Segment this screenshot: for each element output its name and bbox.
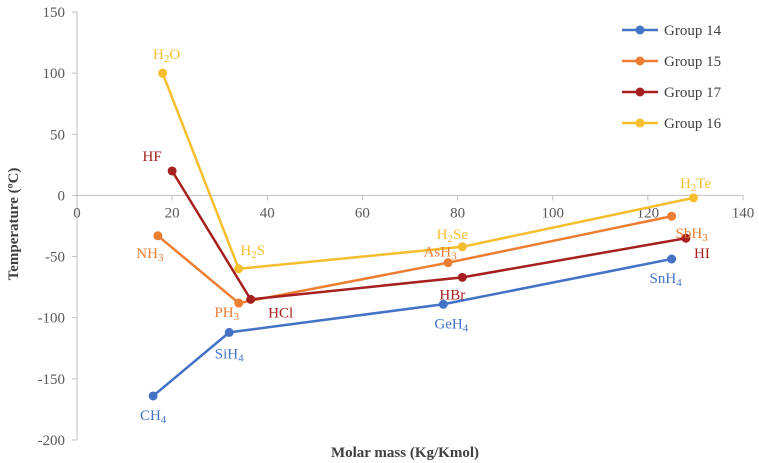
legend-swatch-marker [635, 87, 645, 97]
data-point [167, 166, 177, 176]
data-label: H2Se [437, 227, 469, 245]
x-tick-label: 140 [732, 205, 755, 221]
legend-item: Group 16 [622, 116, 722, 132]
y-tick-label: -50 [45, 250, 65, 266]
x-tick-label: 20 [165, 205, 180, 221]
series-group-17 [167, 166, 691, 304]
legend-label: Group 15 [664, 54, 721, 70]
series-line [157, 214, 672, 305]
data-point [234, 264, 244, 274]
x-tick-label: 60 [355, 205, 370, 221]
data-label: HF [143, 149, 162, 165]
x-tick-label: 40 [260, 205, 275, 221]
data-point [246, 294, 256, 304]
data-point [234, 298, 244, 308]
data-point [158, 68, 168, 78]
data-point [689, 193, 699, 203]
data-label: GeH4 [434, 316, 468, 334]
x-tick-label: 0 [73, 205, 81, 221]
data-label: AsH3 [424, 245, 458, 263]
tick-labels: 0 20 40 60 80 100 120 140150100500-50-100-150-2… [38, 5, 755, 449]
legend-item: Group 17 [622, 85, 722, 101]
chart-axes [72, 11, 744, 441]
series-line [161, 72, 694, 271]
legend-label: Group 16 [664, 116, 722, 132]
data-label: NH3 [136, 246, 164, 264]
data-label: H2S [240, 243, 265, 261]
legend-item: Group 14 [622, 23, 722, 39]
x-axis-title: Molar mass (Kg/Kmol) [331, 445, 479, 461]
series-group-16 [158, 68, 699, 274]
data-label: SbH3 [676, 226, 709, 244]
data-point [148, 391, 158, 401]
y-tick-label: 0 [58, 188, 66, 204]
data-point [457, 242, 467, 252]
data-label: SnH4 [650, 271, 683, 289]
series-line [152, 257, 672, 397]
y-axis-title: Temperature (ºC) [6, 168, 22, 281]
data-point [224, 327, 234, 337]
point-labels: CH4 SiH4 GeH4 SnH4 NH3 PH3 AsH3 SbH3 HF HCl HBr HI H… [136, 47, 711, 426]
legend-label: Group 17 [664, 85, 722, 101]
y-tick-label: -200 [38, 433, 66, 449]
chart-series [148, 68, 699, 401]
series-group-15 [153, 211, 677, 308]
data-point [443, 258, 453, 268]
legend-label: Group 14 [664, 23, 722, 39]
data-label: HI [694, 246, 710, 262]
data-label: PH3 [214, 305, 239, 323]
series-group-14 [148, 254, 677, 401]
y-tick-label: -100 [38, 311, 66, 327]
data-label: HCl [268, 305, 293, 321]
data-label: SiH4 [215, 346, 244, 364]
x-tick-label: 100 [541, 205, 564, 221]
data-label: H2O [153, 47, 180, 65]
legend-item: Group 15 [622, 54, 721, 70]
data-label: H2Te [680, 176, 711, 194]
y-tick-label: -150 [38, 372, 66, 388]
chart-legend: Group 14 Group 15 Group 17 Group 16 [622, 23, 722, 132]
y-tick-label: 50 [50, 127, 65, 143]
data-point [457, 272, 467, 282]
legend-swatch-marker [635, 118, 645, 128]
legend-swatch-marker [635, 56, 645, 66]
data-point [667, 211, 677, 221]
data-point [681, 233, 691, 243]
series-line [171, 170, 687, 301]
data-point [667, 254, 677, 264]
data-label: CH4 [140, 408, 167, 426]
y-tick-label: 100 [43, 66, 66, 82]
y-tick-label: 150 [43, 5, 66, 21]
data-point [438, 299, 448, 309]
legend-swatch-marker [635, 25, 645, 35]
data-point [153, 231, 163, 241]
data-label: HBr [439, 287, 465, 303]
x-tick-label: 80 [450, 205, 465, 221]
